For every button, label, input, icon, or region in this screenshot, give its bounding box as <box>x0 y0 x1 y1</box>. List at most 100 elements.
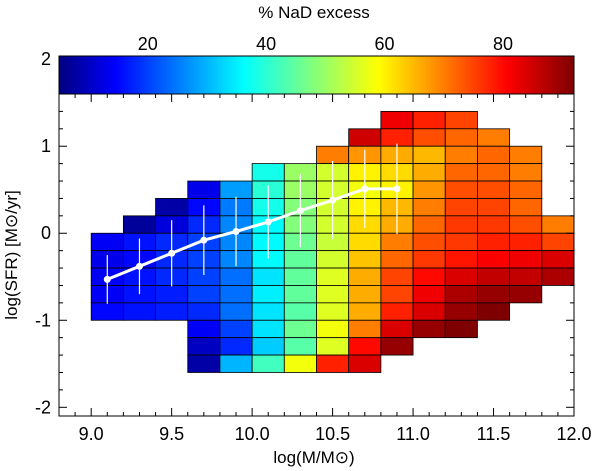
colorbar-tick-label: 80 <box>493 34 513 54</box>
heatmap-cell <box>219 302 253 321</box>
heatmap-cell <box>187 319 221 339</box>
x-tick-labels: 9.0 9.5 10.0 10.5 11.0 11.5 12.0 <box>79 424 592 444</box>
trend-point <box>361 185 369 193</box>
heatmap-cell <box>477 250 511 269</box>
colorbar-tick-label: 20 <box>138 34 158 54</box>
y-tick-label: -2 <box>35 397 51 417</box>
heatmap-cell <box>412 180 446 199</box>
heatmap-cell <box>541 267 575 286</box>
heatmap-cell <box>380 250 414 269</box>
x-tick-label: 10.0 <box>235 424 270 444</box>
heatmap-cell <box>348 250 382 269</box>
heatmap-cell <box>412 302 446 321</box>
colorbar-title: % NaD excess <box>258 3 369 22</box>
heatmap-cell <box>283 354 317 373</box>
heatmap-cell <box>412 319 446 339</box>
heatmap-cell <box>155 198 189 217</box>
heatmap-cell <box>509 163 543 182</box>
heatmap-cell <box>316 302 350 321</box>
colorbar-tick-label: 40 <box>256 34 276 54</box>
y-tick-labels: 2 1 0 -1 -2 <box>35 49 51 417</box>
heatmap-cell <box>122 215 156 234</box>
heatmap-cell <box>509 145 543 165</box>
heatmap-cell <box>412 215 446 234</box>
heatmap-cell <box>477 163 511 182</box>
heatmap-cell <box>283 319 317 339</box>
heatmap-cell <box>412 128 446 147</box>
trend-point <box>296 207 304 215</box>
heatmap-cell <box>444 319 478 339</box>
heatmap-cell <box>541 215 575 234</box>
heatmap-cell <box>251 337 285 356</box>
heatmap-cell <box>380 302 414 321</box>
heatmap-cell <box>155 285 189 304</box>
y-tick-label: 0 <box>41 223 51 243</box>
trend-point <box>103 275 111 283</box>
heatmap-cell <box>380 267 414 286</box>
trend-point <box>329 196 337 204</box>
trend-line-path <box>106 187 397 281</box>
x-tick-label: 9.5 <box>159 424 184 444</box>
heatmap-cell <box>348 354 382 373</box>
heatmap-cell <box>348 302 382 321</box>
colorbar-tick-label: 60 <box>375 34 395 54</box>
heatmap-cell <box>477 267 511 286</box>
heatmap-cell <box>509 250 543 269</box>
heatmap-cell <box>412 285 446 304</box>
colorbar-tick-labels: 20 40 60 80 <box>138 34 513 54</box>
heatmap-cell <box>444 163 478 182</box>
heatmap-cell <box>412 267 446 286</box>
x-tick-label: 12.0 <box>556 424 591 444</box>
heatmap-cell <box>219 319 253 339</box>
heatmap-cell <box>380 232 414 252</box>
heatmap-cell <box>380 111 414 130</box>
heatmap-cell <box>219 285 253 304</box>
trend-point <box>200 236 208 244</box>
heatmap-cell <box>316 354 350 373</box>
heatmap-cell <box>477 180 511 199</box>
heatmap-cell <box>187 285 221 304</box>
heatmap-cell <box>444 232 478 252</box>
heatmap-cell <box>509 267 543 286</box>
heatmap-cell <box>412 111 446 130</box>
axis-ticks <box>58 93 575 416</box>
heatmap-cell <box>251 285 285 304</box>
heatmap-cell <box>444 111 478 130</box>
heatmap-cell <box>444 198 478 217</box>
heatmap-cell <box>380 337 414 356</box>
heatmap-cell <box>477 128 511 147</box>
heatmap-cell <box>283 250 317 269</box>
x-tick-label: 10.5 <box>315 424 350 444</box>
heatmap-cell <box>541 250 575 269</box>
heatmap-cell <box>412 232 446 252</box>
heatmap-cell <box>283 337 317 356</box>
heatmap-cell <box>283 285 317 304</box>
heatmap-cell <box>187 337 221 356</box>
colorbar <box>58 55 575 95</box>
heatmap-cell <box>348 285 382 304</box>
heatmap-cell <box>155 302 189 321</box>
heatmap-cell <box>90 232 124 252</box>
heatmap-cell <box>412 250 446 269</box>
heatmap-cell <box>187 302 221 321</box>
heatmap-cell <box>251 163 285 182</box>
heatmap-cell <box>380 319 414 339</box>
heatmap-cell <box>348 267 382 286</box>
heatmap-cell <box>187 180 221 199</box>
heatmap-cell <box>251 354 285 373</box>
x-tick-label: 11.0 <box>396 424 430 444</box>
heatmap-cell <box>90 302 124 321</box>
y-axis-title: log(SFR) [M⊙/yr] <box>2 190 21 319</box>
heatmap-cell <box>412 163 446 182</box>
heatmap-cell <box>477 285 511 304</box>
trend-line <box>103 185 401 283</box>
heatmap-cell <box>219 354 253 373</box>
heatmap-cell <box>251 302 285 321</box>
heatmap-cell <box>541 232 575 252</box>
heatmap-cells <box>90 111 575 373</box>
heatmap-cell <box>477 232 511 252</box>
heatmap-cell <box>412 198 446 217</box>
heatmap-cell <box>509 180 543 199</box>
heatmap-cell <box>251 267 285 286</box>
heatmap-cell <box>348 128 382 147</box>
